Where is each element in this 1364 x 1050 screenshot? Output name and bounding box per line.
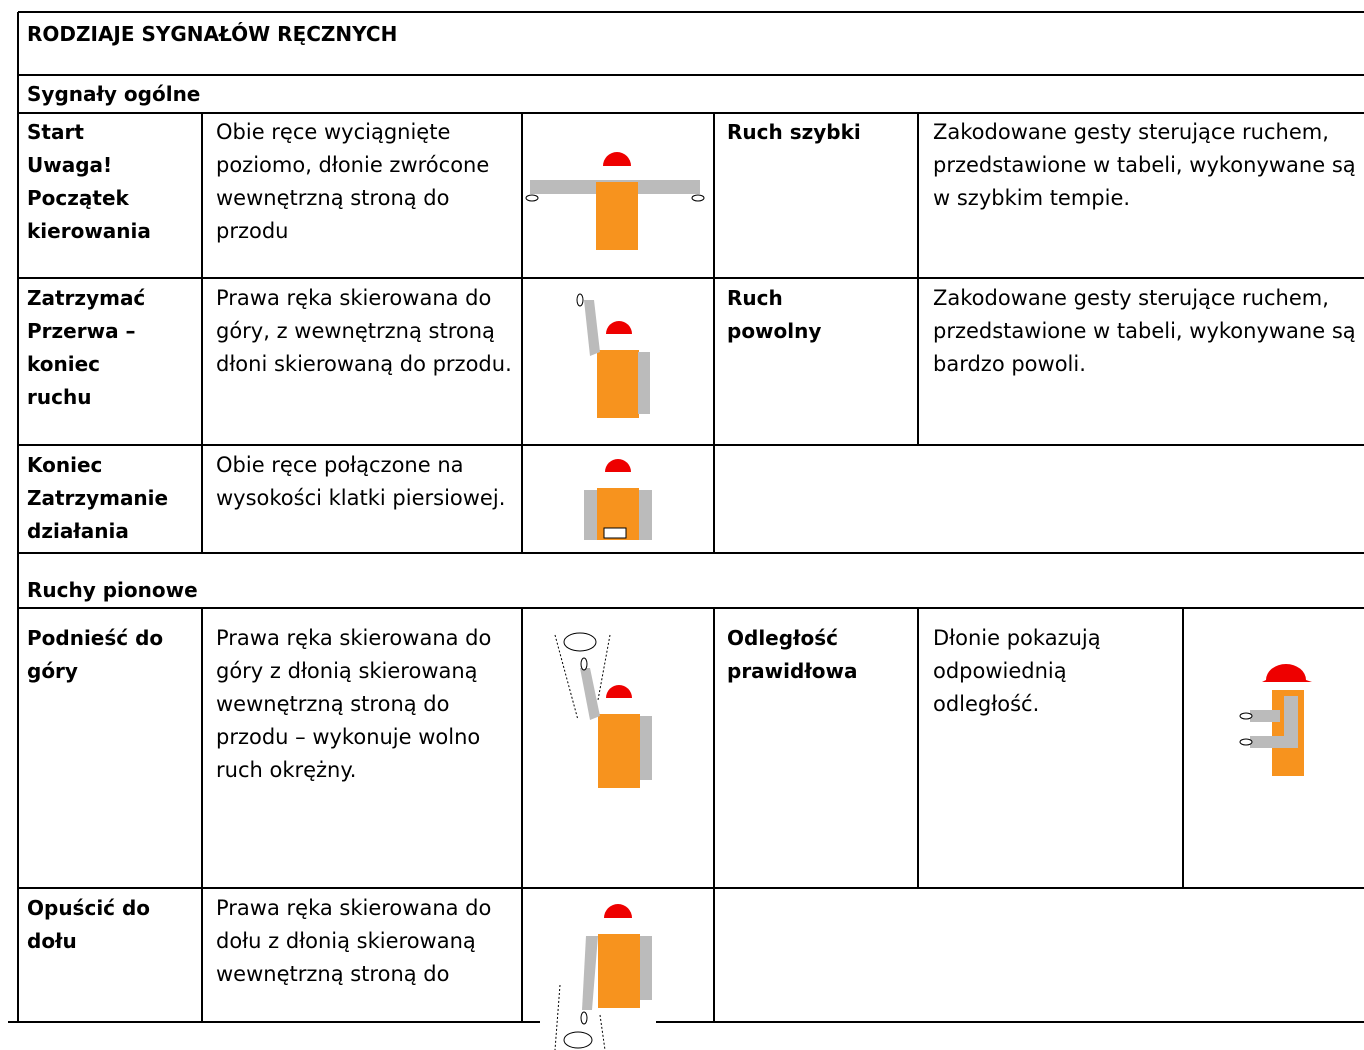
figure-stop bbox=[576, 293, 650, 418]
row-description: Prawa ręka skierowana do góry z dłonią s… bbox=[216, 626, 492, 782]
row-description: Prawa ręka skierowana do góry, z wewnętr… bbox=[216, 286, 512, 376]
row-label: Ruch powolny bbox=[727, 282, 912, 348]
label-line: Koniec bbox=[27, 453, 103, 477]
label-line: powolny bbox=[727, 319, 822, 343]
label-line: kierowania bbox=[27, 219, 151, 243]
label-line: prawidłowa bbox=[727, 659, 858, 683]
table-title: RODZIAJE SYGNAŁÓW RĘCZNYCH bbox=[27, 22, 398, 46]
row-description: Zakodowane gesty sterujące ruchem, przed… bbox=[933, 286, 1356, 376]
row-description: Dłonie pokazują odpowiednią odległość. bbox=[933, 626, 1101, 716]
label-line: Ruch szybki bbox=[727, 120, 861, 144]
label-line: góry bbox=[27, 659, 78, 683]
borders bbox=[8, 11, 1364, 1023]
label-line: Zatrzymać bbox=[27, 286, 146, 310]
label-line: Zatrzymanie bbox=[27, 486, 169, 510]
row-label: Koniec Zatrzymanie działania bbox=[27, 449, 197, 548]
label-line: działania bbox=[27, 519, 129, 543]
figure-start bbox=[525, 152, 705, 250]
row-description: Obie ręce połączone na wysokości klatki … bbox=[216, 453, 506, 510]
row-description: Obie ręce wyciągnięte poziomo, dłonie zw… bbox=[216, 120, 490, 243]
row-label: Zatrzymać Przerwa – koniec ruchu bbox=[27, 282, 197, 414]
label-line: Początek bbox=[27, 186, 129, 210]
figure-lower bbox=[540, 904, 656, 1050]
row-label: Opuścić do dołu bbox=[27, 892, 197, 958]
section-title: Ruchy pionowe bbox=[27, 578, 198, 602]
label-line: Odległość bbox=[727, 626, 838, 650]
row-label: Start Uwaga! Początek kierowania bbox=[27, 116, 197, 248]
label-line: Uwaga! bbox=[27, 153, 113, 177]
label-line: Ruch bbox=[727, 286, 783, 310]
figure-raise bbox=[554, 632, 652, 788]
label-line: Opuścić do bbox=[27, 896, 151, 920]
row-description: Zakodowane gesty sterujące ruchem, przed… bbox=[933, 120, 1356, 210]
row-description: Prawa ręka skierowana do dołu z dłonią s… bbox=[216, 896, 492, 986]
label-line: Start bbox=[27, 120, 84, 144]
label-line: Przerwa – bbox=[27, 319, 136, 343]
row-label: Podnieść do góry bbox=[27, 622, 197, 688]
figure-end bbox=[584, 459, 652, 540]
label-line: dołu bbox=[27, 929, 77, 953]
row-label: Odległość prawidłowa bbox=[727, 622, 912, 688]
label-line: koniec bbox=[27, 352, 101, 376]
section-title: Sygnały ogólne bbox=[27, 82, 201, 106]
figure-distance bbox=[1239, 664, 1312, 776]
row-label: Ruch szybki bbox=[727, 116, 912, 149]
label-line: Podnieść do bbox=[27, 626, 164, 650]
label-line: ruchu bbox=[27, 385, 92, 409]
